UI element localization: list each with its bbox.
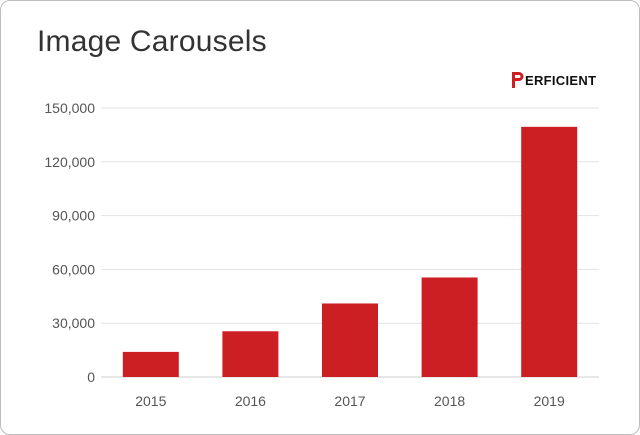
y-tick-label: 120,000	[44, 154, 95, 170]
x-tick-label: 2019	[534, 393, 565, 409]
bar-2019	[521, 126, 578, 377]
x-tick-label: 2017	[334, 393, 365, 409]
x-axis-tick-labels: 2015 2016 2017 2018 2019	[135, 393, 565, 409]
y-tick-label: 90,000	[52, 208, 95, 224]
logo-text: ERFICIENT	[525, 72, 597, 88]
y-axis-tick-labels: 0 30,000 60,000 90,000 120,000 150,000	[44, 100, 95, 385]
y-tick-label: 0	[87, 369, 95, 385]
bar-2015	[122, 351, 179, 377]
perficient-logo: ERFICIENT	[511, 71, 596, 89]
gridlines	[101, 107, 599, 378]
bar-2016	[222, 331, 279, 377]
y-tick-label: 60,000	[52, 261, 95, 277]
bar-2018	[421, 277, 478, 377]
chart-title: Image Carousels	[37, 25, 267, 58]
x-tick-label: 2016	[235, 393, 266, 409]
bars	[122, 126, 578, 377]
x-tick-label: 2018	[434, 393, 465, 409]
x-tick-label: 2015	[135, 393, 166, 409]
bar-2017	[322, 303, 378, 377]
y-tick-label: 150,000	[44, 100, 95, 116]
perficient-logo-mark-icon	[512, 72, 524, 88]
y-tick-label: 30,000	[52, 315, 95, 331]
